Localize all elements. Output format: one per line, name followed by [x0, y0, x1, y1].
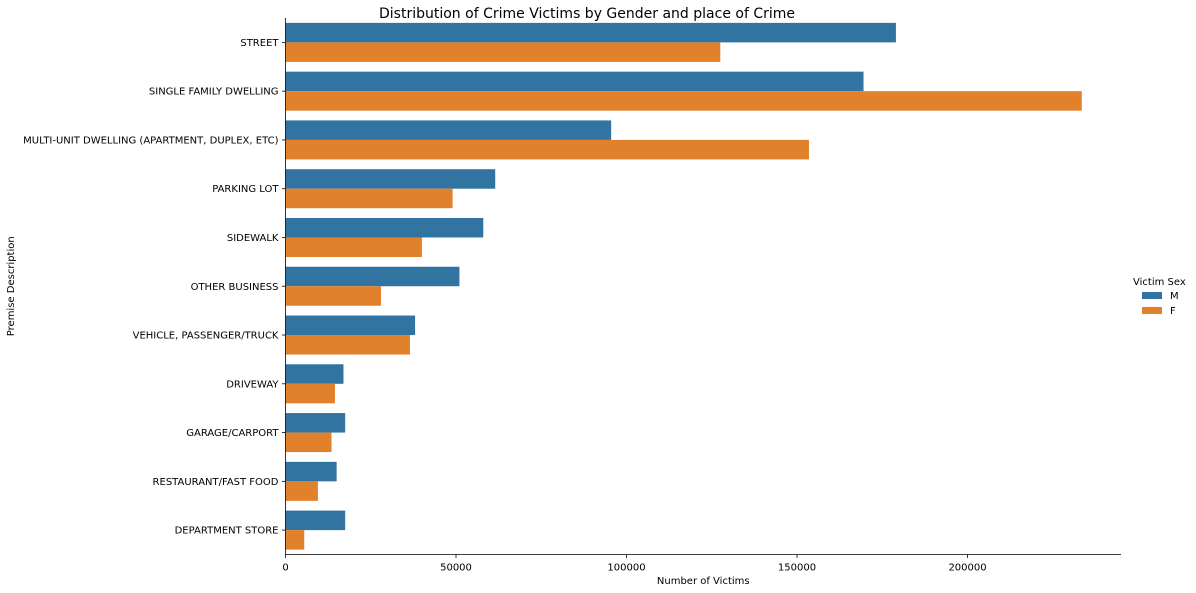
y-tick-label: PARKING LOT — [212, 184, 279, 195]
y-tick-label: MULTI-UNIT DWELLING (APARTMENT, DUPLEX, … — [23, 135, 278, 146]
legend-title: Victim Sex — [1133, 277, 1186, 288]
legend-label-m: M — [1170, 291, 1179, 302]
chart-title: Distribution of Crime Victims by Gender … — [379, 6, 795, 22]
bar-m-driveway — [285, 364, 344, 384]
bar-m-restaurant-fast-food — [285, 461, 337, 482]
bar-f-garage-carport — [285, 432, 332, 453]
bar-m-sidewalk — [285, 217, 484, 238]
bar-f-other-business — [285, 286, 381, 306]
legend-swatch-f — [1142, 307, 1162, 314]
y-tick-label: SIDEWALK — [227, 233, 279, 244]
bar-m-street — [285, 22, 896, 43]
y-axis-label: Premise Description — [6, 236, 17, 336]
y-tick-label: GARAGE/CARPORT — [186, 428, 279, 439]
bar-f-vehicle-passenger-truck — [285, 335, 410, 355]
legend-label-f: F — [1170, 306, 1176, 317]
x-axis-label: Number of Victims — [657, 576, 750, 587]
y-tick-label: DEPARTMENT STORE — [175, 526, 279, 537]
bar-f-parking-lot — [285, 188, 453, 209]
bar-m-garage-carport — [285, 413, 346, 433]
y-tick-label: RESTAURANT/FAST FOOD — [153, 477, 279, 488]
x-ticks: 0 50000 100000 150000 200000 — [282, 554, 987, 574]
bar-f-driveway — [285, 383, 335, 404]
bar-m-parking-lot — [285, 169, 496, 189]
x-tick-label: 0 — [282, 563, 288, 574]
bar-m-multi-unit-dwelling-apartment-duplex-etc — [285, 120, 612, 140]
x-tick-label: 100000 — [607, 563, 645, 574]
bar-m-vehicle-passenger-truck — [285, 315, 416, 336]
legend: Victim Sex MF — [1133, 277, 1186, 317]
y-tick-label: SINGLE FAMILY DWELLING — [149, 87, 279, 98]
bar-f-restaurant-fast-food — [285, 481, 318, 501]
bar-m-single-family-dwelling — [285, 71, 864, 92]
bar-f-single-family-dwelling — [285, 91, 1082, 111]
x-tick-label: 150000 — [778, 563, 816, 574]
bar-f-department-store — [285, 530, 305, 550]
bar-f-street — [285, 42, 721, 62]
bar-f-sidewalk — [285, 237, 422, 257]
y-tick-label: STREET — [240, 38, 279, 49]
y-tick-label: VEHICLE, PASSENGER/TRUCK — [133, 331, 279, 342]
y-tick-label: DRIVEWAY — [226, 379, 279, 390]
y-tick-label: OTHER BUSINESS — [191, 282, 279, 293]
legend-swatch-m — [1142, 292, 1162, 299]
x-tick-label: 50000 — [440, 563, 472, 574]
x-tick-label: 200000 — [948, 563, 986, 574]
y-tick-labels: STREET SINGLE FAMILY DWELLING MULTI-UNIT D… — [23, 38, 286, 537]
bar-m-other-business — [285, 266, 460, 287]
bar-f-multi-unit-dwelling-apartment-duplex-etc — [285, 139, 809, 160]
bars-layer — [285, 22, 1082, 550]
bar-m-department-store — [285, 510, 346, 531]
